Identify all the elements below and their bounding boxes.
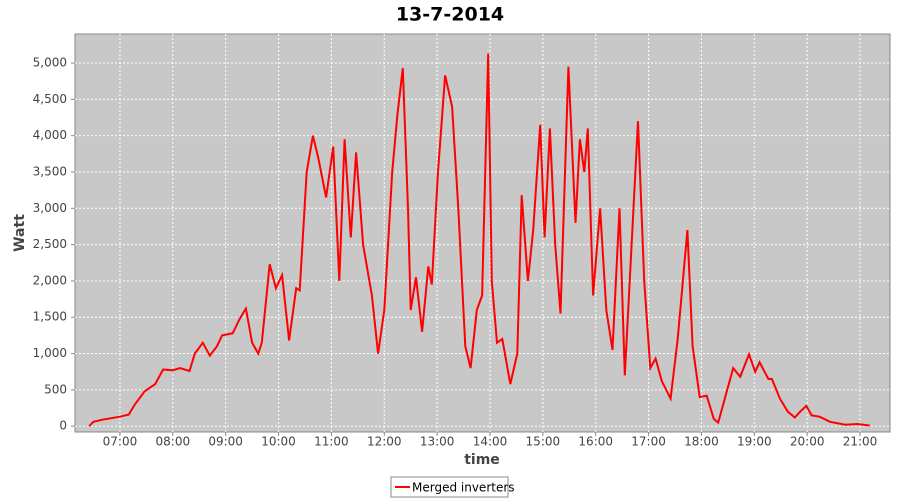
x-tick-label: 19:00 [737,435,772,449]
x-tick-label: 09:00 [208,435,243,449]
x-tick-label: 13:00 [420,435,455,449]
x-tick-label: 11:00 [314,435,349,449]
x-tick-label: 21:00 [843,435,878,449]
x-tick-label: 12:00 [367,435,402,449]
series-line [88,53,870,427]
plot-area [74,33,891,433]
y-tick-label: 2,500 [33,237,67,251]
y-tick-label: 1,500 [33,310,67,324]
y-axis-label: Watt [12,214,28,252]
x-tick-label: 18:00 [684,435,719,449]
x-tick-label: 20:00 [790,435,825,449]
chart-title: 13-7-2014 [396,4,504,26]
y-tick-label: 1,000 [33,346,67,360]
x-tick-label: 14:00 [473,435,508,449]
x-tick-label: 10:00 [261,435,296,449]
y-tick-label: 5,000 [33,56,67,70]
y-tick-label: 4,500 [33,92,67,106]
legend [390,476,509,498]
x-tick-label: 07:00 [103,435,138,449]
x-tick-label: 16:00 [578,435,613,449]
y-tick-label: 2,000 [33,273,67,287]
x-tick-label: 08:00 [156,435,191,449]
y-tick-label: 4,000 [33,128,67,142]
x-axis-label: time [464,452,500,468]
y-tick-label: 3,000 [33,201,67,215]
y-tick-label: 3,500 [33,164,67,178]
y-tick-label: 500 [44,382,67,396]
x-tick-label: 15:00 [526,435,561,449]
y-tick-label: 0 [59,419,67,433]
legend-label: Merged inverters [412,481,515,495]
x-tick-label: 17:00 [631,435,666,449]
